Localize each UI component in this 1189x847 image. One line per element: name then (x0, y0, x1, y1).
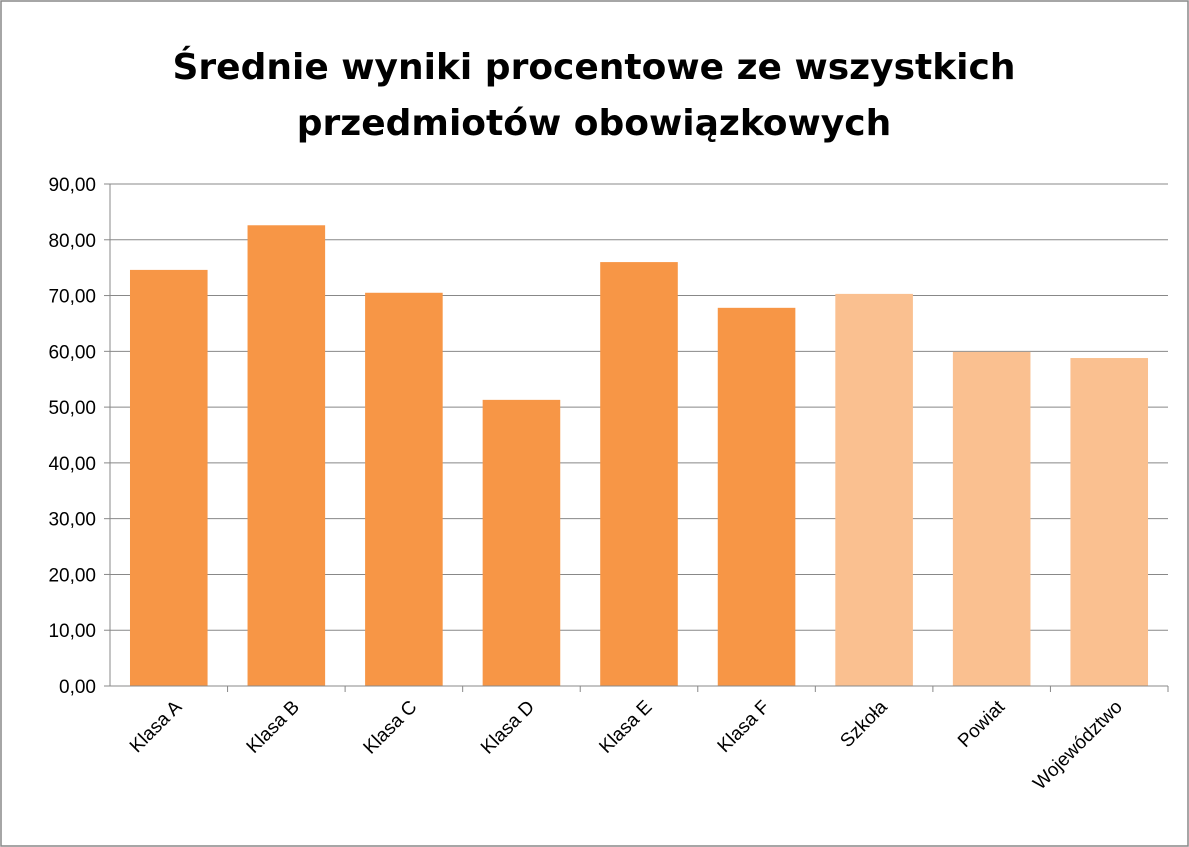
x-tick-label: Szkoła (836, 696, 891, 751)
y-tick-label: 60,00 (48, 342, 96, 363)
bar (365, 292, 443, 686)
bar (952, 351, 1031, 686)
chart-title: Średnie wyniki procentowe ze wszystkich … (172, 47, 1016, 144)
y-tick-label: 40,00 (48, 454, 96, 475)
y-tick-label: 70,00 (48, 287, 96, 308)
bar (600, 262, 678, 686)
bar (835, 293, 913, 686)
x-tick-label: Klasa B (243, 697, 304, 758)
bar (1070, 358, 1149, 686)
x-tick-label: Klasa F (714, 697, 774, 757)
x-tick-label: Klasa C (360, 697, 422, 759)
y-tick-label: 0,00 (59, 677, 96, 698)
bar (129, 269, 208, 686)
bar (482, 399, 561, 686)
y-tick-label: 50,00 (48, 398, 96, 419)
x-tick-label: Klasa A (126, 696, 187, 757)
y-tick-label: 90,00 (48, 175, 96, 196)
x-tick-label: Klasa E (595, 697, 656, 758)
x-tick-label: Klasa D (477, 697, 539, 759)
x-tick-label: Województwo (1029, 697, 1126, 794)
bar (717, 307, 796, 686)
y-tick-label: 20,00 (48, 565, 96, 586)
bar (247, 225, 326, 686)
x-tick-label: Powiat (954, 696, 1010, 752)
y-tick-label: 30,00 (48, 510, 96, 531)
y-tick-label: 10,00 (48, 621, 96, 642)
y-tick-label: 80,00 (48, 231, 96, 252)
